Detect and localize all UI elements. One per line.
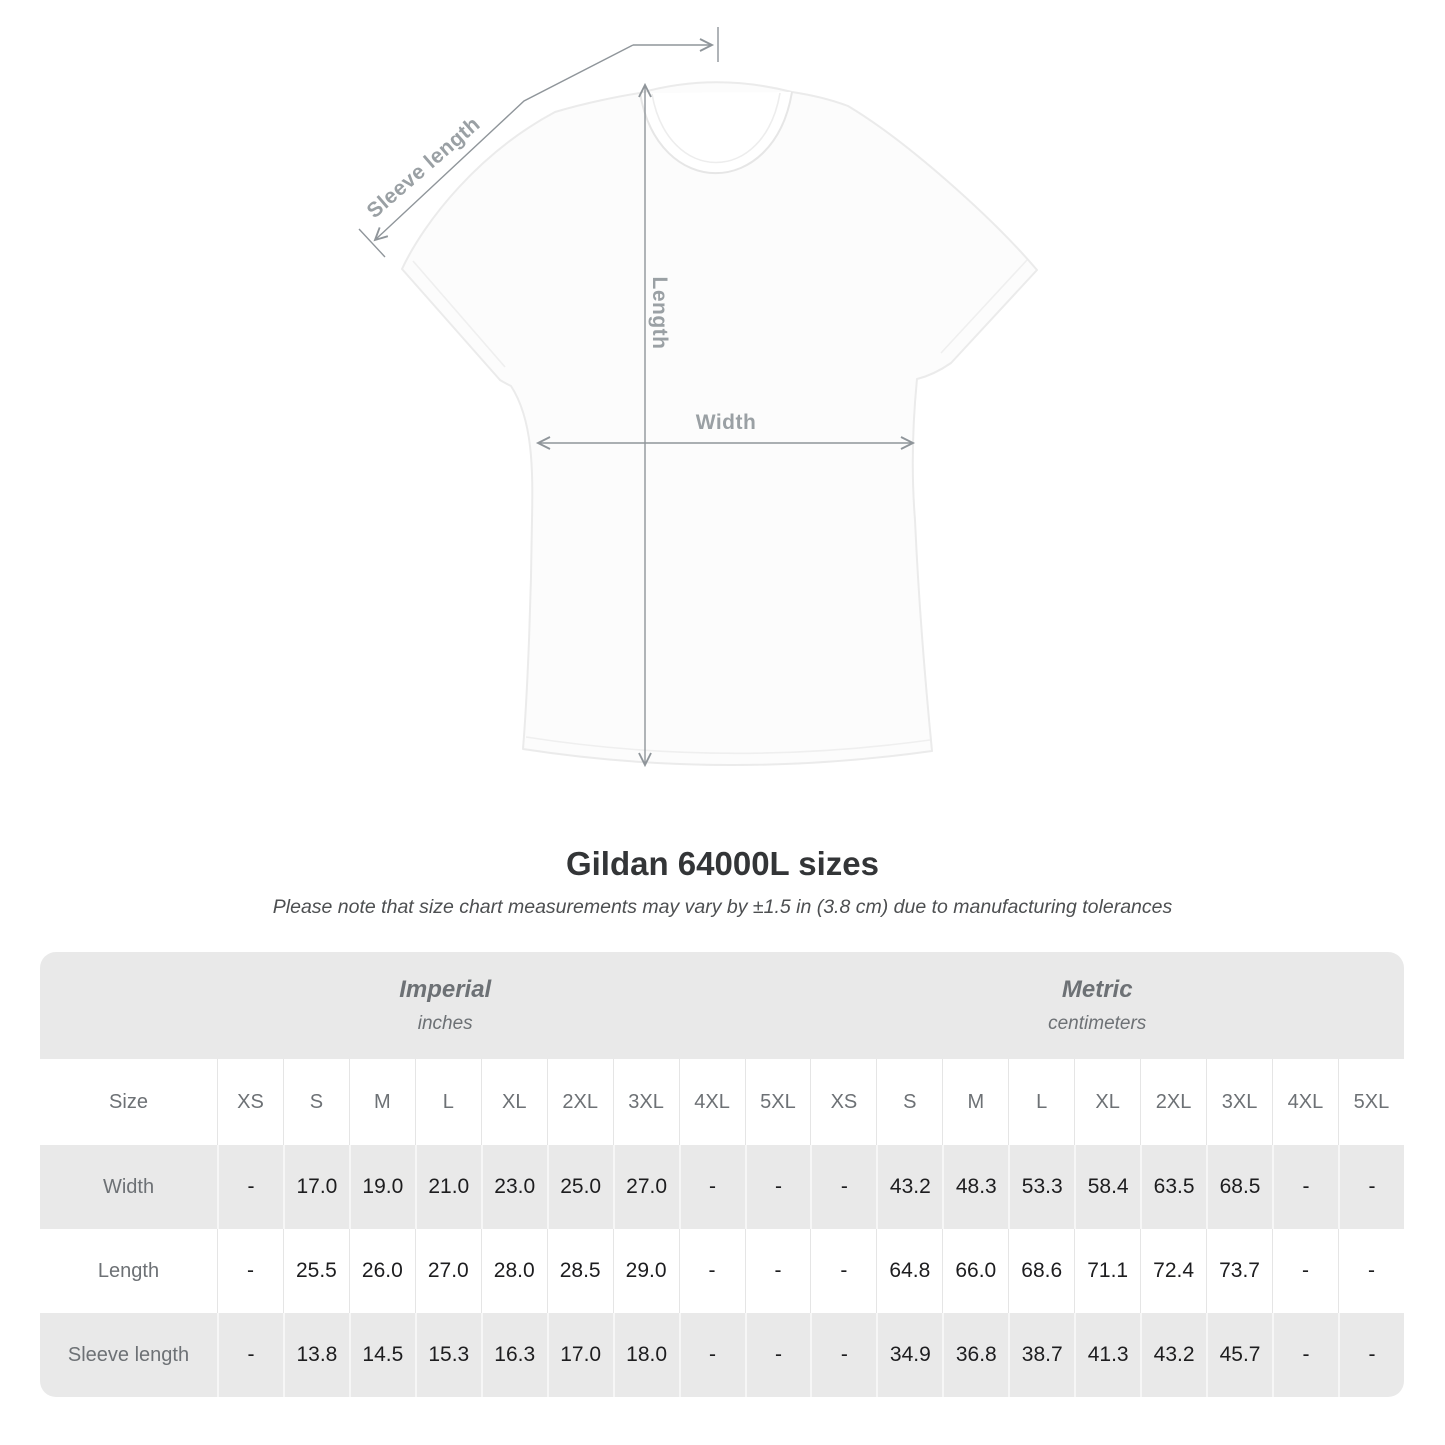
value-cell: - <box>217 1229 283 1313</box>
value-cell: 27.0 <box>612 1145 679 1229</box>
size-header-cell: XL <box>1074 1059 1141 1145</box>
size-column-header: Size <box>40 1059 217 1145</box>
value-cell: 34.9 <box>876 1313 943 1397</box>
value-cell: - <box>1272 1145 1338 1229</box>
value-cell: 64.8 <box>876 1229 943 1313</box>
tolerance-note: Please note that size chart measurements… <box>272 896 1173 918</box>
value-cell: - <box>1337 1145 1404 1229</box>
value-cell: 21.0 <box>414 1145 481 1229</box>
metric-section-header: Metric centimeters <box>810 952 1404 1059</box>
value-cell: 38.7 <box>1008 1313 1075 1397</box>
length-dimension-label: Length <box>648 276 671 350</box>
value-cell: 18.0 <box>612 1313 679 1397</box>
value-cell: - <box>678 1229 745 1313</box>
value-cell: 68.6 <box>1008 1229 1075 1313</box>
value-cell: - <box>744 1313 811 1397</box>
value-cell: 14.5 <box>348 1313 415 1397</box>
size-header-cell: 3XL <box>612 1059 679 1145</box>
unit-system-header-row: Imperial inches Metric centimeters <box>40 952 1404 1059</box>
size-header-row: Size XS S M L XL 2XL 3XL 4XL 5XL XS S M … <box>40 1059 1404 1145</box>
value-cell: 29.0 <box>612 1229 679 1313</box>
value-cell: 63.5 <box>1140 1145 1207 1229</box>
row-label-cell: Sleeve length <box>40 1313 217 1397</box>
imperial-title: Imperial <box>399 976 492 1003</box>
value-cell: - <box>217 1313 283 1397</box>
value-cell: 15.3 <box>414 1313 481 1397</box>
size-header-cell: S <box>282 1059 349 1145</box>
value-cell: - <box>810 1313 877 1397</box>
value-cell: - <box>217 1145 283 1229</box>
tshirt-measurement-diagram <box>358 27 1038 768</box>
sleeve-dimension-diagonal <box>373 44 634 242</box>
size-header-cell: L <box>414 1059 481 1145</box>
value-cell: 41.3 <box>1074 1313 1141 1397</box>
value-cell: 17.0 <box>282 1145 349 1229</box>
value-cell: 13.8 <box>282 1313 349 1397</box>
value-cell: 43.2 <box>1140 1313 1207 1397</box>
sleeve-length-row: Sleeve length - 13.8 14.5 15.3 16.3 17.0… <box>40 1313 1404 1397</box>
row-label-cell: Length <box>40 1229 217 1313</box>
size-header-cell: XS <box>810 1059 877 1145</box>
value-cell: 19.0 <box>348 1145 415 1229</box>
value-cell: - <box>810 1229 877 1313</box>
value-cell: 58.4 <box>1074 1145 1141 1229</box>
value-cell: 28.0 <box>480 1229 547 1313</box>
size-header-cell: XL <box>480 1059 547 1145</box>
value-cell: - <box>744 1145 811 1229</box>
value-cell: 45.7 <box>1206 1313 1272 1397</box>
size-header-cell: 2XL <box>1140 1059 1207 1145</box>
width-dimension-label: Width <box>695 411 757 434</box>
size-header-cell: S <box>876 1059 943 1145</box>
size-header-cell: M <box>942 1059 1009 1145</box>
value-cell: - <box>1337 1229 1404 1313</box>
value-cell: 28.5 <box>546 1229 613 1313</box>
size-header-cell: 4XL <box>678 1059 745 1145</box>
size-header-cell: 5XL <box>1337 1059 1404 1145</box>
length-row: Length - 25.5 26.0 27.0 28.0 28.5 29.0 -… <box>40 1229 1404 1313</box>
value-cell: - <box>1272 1229 1338 1313</box>
value-cell: 72.4 <box>1140 1229 1207 1313</box>
size-header-cell: 5XL <box>744 1059 811 1145</box>
value-cell: 48.3 <box>942 1145 1009 1229</box>
size-table: Imperial inches Metric centimeters Size … <box>40 952 1404 1397</box>
value-cell: 66.0 <box>942 1229 1009 1313</box>
dimension-lines <box>358 27 916 768</box>
value-cell: - <box>810 1145 877 1229</box>
size-header-cell: 3XL <box>1206 1059 1272 1145</box>
tshirt-illustration <box>401 81 1038 767</box>
value-cell: 26.0 <box>348 1229 415 1313</box>
value-cell: - <box>744 1229 811 1313</box>
value-cell: 16.3 <box>480 1313 547 1397</box>
imperial-section-header: Imperial inches <box>40 952 811 1059</box>
value-cell: 17.0 <box>546 1313 613 1397</box>
value-cell: 68.5 <box>1206 1145 1272 1229</box>
value-cell: 43.2 <box>876 1145 943 1229</box>
value-cell: - <box>678 1313 745 1397</box>
value-cell: - <box>1337 1313 1404 1397</box>
size-header-cell: 2XL <box>546 1059 613 1145</box>
value-cell: 36.8 <box>942 1313 1009 1397</box>
value-cell: 25.5 <box>282 1229 349 1313</box>
value-cell: - <box>678 1145 745 1229</box>
imperial-unit: inches <box>417 1013 473 1034</box>
value-cell: 23.0 <box>480 1145 547 1229</box>
value-cell: 27.0 <box>414 1229 481 1313</box>
sleeve-dimension-start-tick <box>358 228 386 258</box>
size-header-cell: M <box>348 1059 415 1145</box>
row-label-cell: Width <box>40 1145 217 1229</box>
value-cell: 25.0 <box>546 1145 613 1229</box>
metric-title: Metric <box>1061 976 1133 1003</box>
size-header-cell: XS <box>217 1059 283 1145</box>
width-row: Width - 17.0 19.0 21.0 23.0 25.0 27.0 - … <box>40 1145 1404 1229</box>
size-header-cell: 4XL <box>1272 1059 1338 1145</box>
page-title: Gildan 64000L sizes <box>565 845 880 882</box>
size-header-cell: L <box>1008 1059 1075 1145</box>
value-cell: 53.3 <box>1008 1145 1075 1229</box>
metric-unit: centimeters <box>1048 1013 1147 1034</box>
value-cell: - <box>1272 1313 1338 1397</box>
value-cell: 73.7 <box>1206 1229 1272 1313</box>
value-cell: 71.1 <box>1074 1229 1141 1313</box>
